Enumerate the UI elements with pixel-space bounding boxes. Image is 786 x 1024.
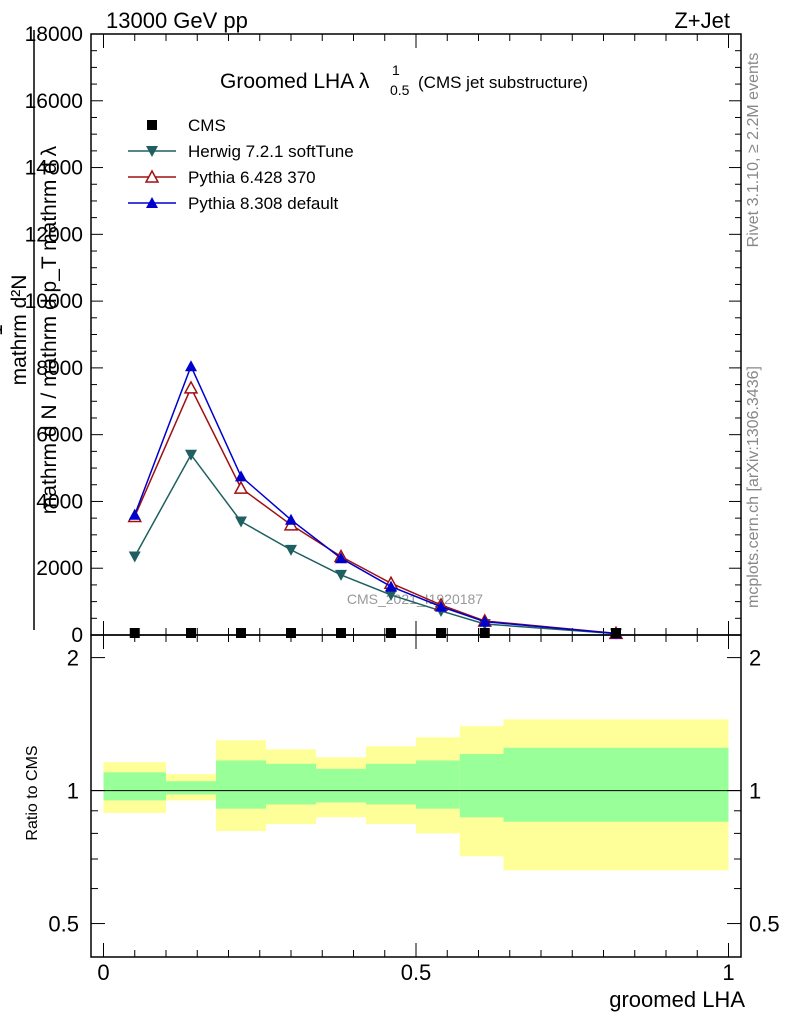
data-point — [335, 552, 347, 564]
x-tick-label: 0.5 — [401, 960, 432, 985]
ratio-y-tick-label-right: 0.5 — [749, 912, 780, 937]
y-tick-label: 18000 — [25, 23, 83, 46]
legend-item: Pythia 6.428 370 — [128, 168, 316, 187]
legend-marker — [146, 197, 158, 208]
data-point — [478, 615, 491, 627]
data-point — [479, 628, 490, 638]
y-axis-label-overlay: 1 — [0, 324, 7, 336]
title-subscript: 0.5 — [390, 82, 410, 98]
data-point — [436, 628, 446, 638]
ratio-plot: 0.5 0.5 1 1 2 2 0 0.5 1 Ratio to CMS groomed LHA — [24, 634, 780, 1012]
y-tick-label: 16000 — [25, 90, 83, 113]
y-axis-label: mathrm d²N mathrm d N / mathrm d p_T math… — [0, 30, 61, 630]
y-tick-label: 4000 — [36, 490, 83, 513]
ratio-y-tick-label-left: 1 — [67, 779, 79, 804]
x-axis-label: groomed LHA — [609, 987, 745, 1012]
data-point — [235, 470, 247, 482]
ratio-y-tick-label-left: 2 — [67, 646, 79, 671]
data-point — [386, 628, 396, 638]
y-tick-label: 8000 — [36, 357, 83, 380]
data-point — [235, 516, 247, 528]
data-point — [128, 551, 141, 563]
y-tick-label: 12000 — [25, 223, 83, 246]
y-tick-label: 10000 — [25, 290, 83, 313]
y-axis-label-denominator: mathrm d N / mathrm d p_T mathrm d λ — [38, 145, 61, 514]
analysis-watermark: CMS_2021_I1920187 — [347, 591, 483, 607]
ratio-band-bin — [216, 760, 266, 809]
legend-label: Herwig 7.2.1 softTune — [188, 142, 354, 161]
data-point — [286, 628, 296, 638]
ratio-band-bin — [266, 763, 316, 805]
series-herwig-7-2-1-softtune — [128, 449, 622, 640]
legend-item: Herwig 7.2.1 softTune — [128, 142, 354, 161]
series-cms — [129, 628, 621, 638]
y-axis-label-numerator: mathrm d²N — [8, 275, 31, 386]
x-tick-label: 1 — [722, 960, 734, 985]
ratio-band-bin — [103, 772, 166, 801]
ratio-y-tick-label-left: 0.5 — [48, 912, 79, 937]
title-suffix: (CMS jet substructure) — [418, 73, 588, 92]
data-point — [435, 600, 447, 612]
ratio-band-bin — [366, 763, 416, 805]
data-point — [233, 480, 249, 494]
data-point — [236, 628, 246, 638]
data-point — [285, 544, 297, 556]
legend: CMS Herwig 7.2.1 softTune Pythia 6.428 370… — [128, 116, 354, 213]
ratio-band-bin — [166, 781, 216, 795]
series-pythia-8-308-default — [128, 360, 622, 639]
legend-item: CMS — [147, 116, 226, 135]
ratio-y-axis-label: Ratio to CMS — [24, 745, 41, 840]
ratio-y-tick-label-right: 1 — [749, 779, 761, 804]
data-point — [129, 628, 140, 638]
data-point — [285, 513, 297, 525]
legend-marker — [144, 169, 160, 183]
chart-title: Groomed LHA λ — [220, 70, 370, 93]
legend-label: Pythia 6.428 370 — [188, 168, 316, 187]
data-point — [385, 580, 397, 592]
legend-label: CMS — [188, 116, 226, 135]
data-point — [335, 569, 347, 581]
ratio-band-bin — [416, 760, 460, 809]
y-tick-label: 2000 — [36, 557, 83, 580]
y-tick-label: 6000 — [36, 424, 83, 447]
legend-item: Pythia 8.308 default — [128, 194, 339, 213]
main-plot: 0 2000 4000 6000 8000 10000 12000 14000 16000 180… — [0, 23, 742, 647]
data-point — [183, 380, 199, 394]
x-tick-label: 0 — [97, 960, 109, 985]
legend-label: Pythia 8.308 default — [188, 194, 339, 213]
y-tick-label: 0 — [71, 624, 83, 647]
ratio-band-bin — [503, 747, 729, 822]
data-point — [185, 449, 197, 461]
legend-marker — [147, 120, 157, 130]
data-point — [336, 628, 346, 638]
data-point — [611, 628, 621, 638]
legend-marker — [146, 146, 158, 157]
title-superscript: 1 — [392, 62, 400, 78]
ratio-y-tick-label-right: 2 — [749, 646, 761, 671]
data-point — [128, 508, 141, 520]
ratio-band-bin — [316, 768, 366, 803]
energy-label: 13000 GeV pp — [106, 8, 248, 33]
data-point — [186, 628, 196, 638]
ratio-band-inner — [103, 747, 729, 822]
process-label: Z+Jet — [674, 8, 730, 33]
y-tick-label: 14000 — [25, 157, 83, 180]
data-point — [385, 589, 397, 601]
data-point — [185, 360, 197, 372]
ratio-band-bin — [459, 754, 504, 818]
